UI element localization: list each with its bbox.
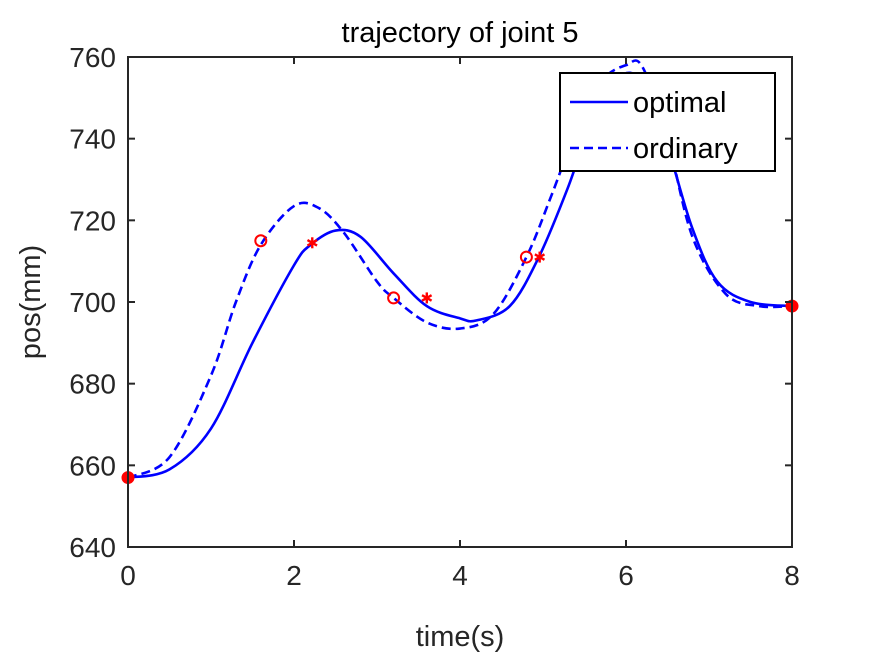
x-tick-label: 6 bbox=[618, 560, 634, 591]
x-tick-label: 0 bbox=[120, 560, 136, 591]
y-tick-label: 740 bbox=[69, 124, 116, 155]
x-axis-label: time(s) bbox=[416, 621, 505, 653]
y-tick-label: 640 bbox=[69, 532, 116, 563]
legend-label-ordinary: ordinary bbox=[633, 133, 738, 165]
waypoint-asterisk-marker bbox=[306, 237, 318, 249]
x-tick-label: 4 bbox=[452, 560, 468, 591]
x-tick-label: 8 bbox=[784, 560, 800, 591]
waypoint-asterisk-marker bbox=[534, 251, 546, 263]
legend-label-optimal: optimal bbox=[633, 87, 727, 119]
legend: optimal ordinary bbox=[559, 72, 776, 172]
y-tick-label: 720 bbox=[69, 205, 116, 236]
y-tick-label: 760 bbox=[69, 42, 116, 73]
chart-title: trajectory of joint 5 bbox=[342, 17, 579, 49]
y-axis-label: pos(mm) bbox=[15, 245, 47, 359]
waypoint-asterisk-marker bbox=[421, 292, 433, 304]
waypoint-circle-marker bbox=[387, 291, 401, 305]
legend-box bbox=[559, 72, 776, 172]
y-tick-label: 660 bbox=[69, 450, 116, 481]
waypoint-circle-marker bbox=[254, 234, 268, 248]
x-tick-label: 2 bbox=[286, 560, 302, 591]
waypoint-circle-marker bbox=[519, 250, 533, 264]
y-tick-label: 680 bbox=[69, 369, 116, 400]
y-tick-label: 700 bbox=[69, 287, 116, 318]
